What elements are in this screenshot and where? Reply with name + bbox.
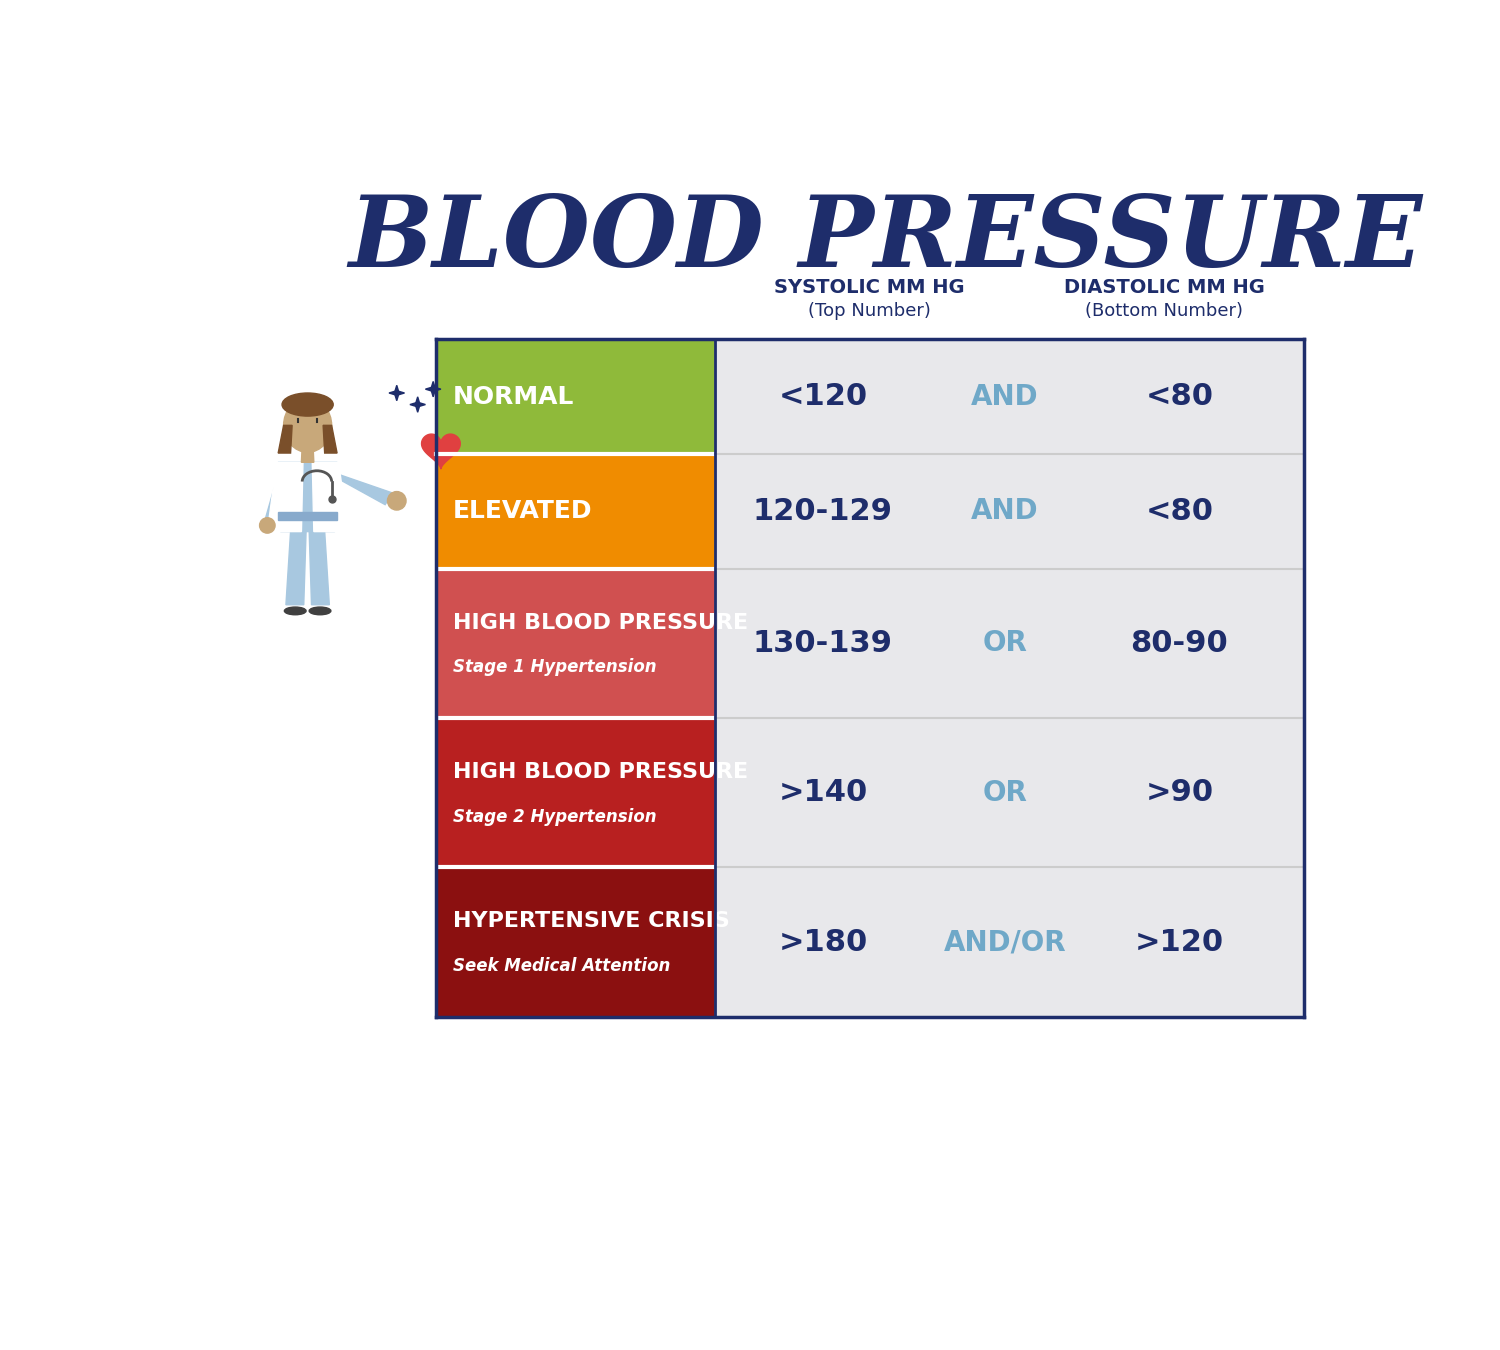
Polygon shape <box>322 425 338 454</box>
Polygon shape <box>435 718 714 868</box>
Polygon shape <box>416 397 420 412</box>
Text: <80: <80 <box>1146 497 1214 526</box>
Polygon shape <box>714 454 1304 568</box>
Text: (Bottom Number): (Bottom Number) <box>1084 302 1244 320</box>
Polygon shape <box>714 568 1304 718</box>
Polygon shape <box>312 462 348 532</box>
Text: ELEVATED: ELEVATED <box>453 500 592 524</box>
Polygon shape <box>309 532 330 605</box>
Text: SYSTOLIC MM HG: SYSTOLIC MM HG <box>774 278 964 297</box>
Text: >120: >120 <box>1136 927 1224 957</box>
Polygon shape <box>435 568 714 718</box>
Text: HYPERTENSIVE CRISIS: HYPERTENSIVE CRISIS <box>453 911 729 932</box>
Text: >180: >180 <box>778 927 867 957</box>
Text: Seek Medical Attention: Seek Medical Attention <box>453 957 670 975</box>
Text: Stage 1 Hypertension: Stage 1 Hypertension <box>453 659 656 676</box>
Polygon shape <box>435 868 714 1017</box>
Ellipse shape <box>282 393 333 416</box>
Text: DIASTOLIC MM HG: DIASTOLIC MM HG <box>1064 278 1264 297</box>
Text: 120-129: 120-129 <box>753 497 892 526</box>
Polygon shape <box>714 718 1304 868</box>
Polygon shape <box>422 435 460 468</box>
Text: >140: >140 <box>778 778 867 807</box>
Polygon shape <box>430 382 435 397</box>
Text: <80: <80 <box>1146 382 1214 410</box>
Polygon shape <box>435 454 714 568</box>
Polygon shape <box>714 339 1304 454</box>
Text: >90: >90 <box>1146 778 1214 807</box>
Polygon shape <box>426 387 441 392</box>
Ellipse shape <box>284 398 332 452</box>
Polygon shape <box>714 868 1304 1017</box>
Polygon shape <box>394 385 399 401</box>
Text: OR: OR <box>982 779 1028 807</box>
Polygon shape <box>435 339 714 454</box>
Polygon shape <box>278 513 338 520</box>
Text: Stage 2 Hypertension: Stage 2 Hypertension <box>453 807 656 826</box>
Polygon shape <box>302 446 313 462</box>
Text: BLOOD PRESSURE: BLOOD PRESSURE <box>348 190 1422 288</box>
Ellipse shape <box>309 608 332 614</box>
Text: AND: AND <box>972 382 1040 410</box>
Text: OR: OR <box>982 629 1028 657</box>
Polygon shape <box>286 532 306 605</box>
Polygon shape <box>278 462 338 532</box>
Polygon shape <box>278 425 292 454</box>
Text: (Top Number): (Top Number) <box>808 302 932 320</box>
Text: <120: <120 <box>778 382 867 410</box>
Text: AND/OR: AND/OR <box>944 927 1066 956</box>
Text: AND: AND <box>972 497 1040 525</box>
Polygon shape <box>410 402 426 406</box>
Text: 130-139: 130-139 <box>753 629 892 657</box>
Ellipse shape <box>285 608 306 614</box>
Polygon shape <box>388 390 405 396</box>
Polygon shape <box>267 462 303 532</box>
Text: HIGH BLOOD PRESSURE: HIGH BLOOD PRESSURE <box>453 761 747 782</box>
Text: HIGH BLOOD PRESSURE: HIGH BLOOD PRESSURE <box>453 613 747 633</box>
Circle shape <box>387 491 406 510</box>
Polygon shape <box>266 474 286 520</box>
Text: NORMAL: NORMAL <box>453 385 574 409</box>
Text: 80-90: 80-90 <box>1131 629 1228 657</box>
Circle shape <box>260 518 274 533</box>
Polygon shape <box>330 474 393 505</box>
